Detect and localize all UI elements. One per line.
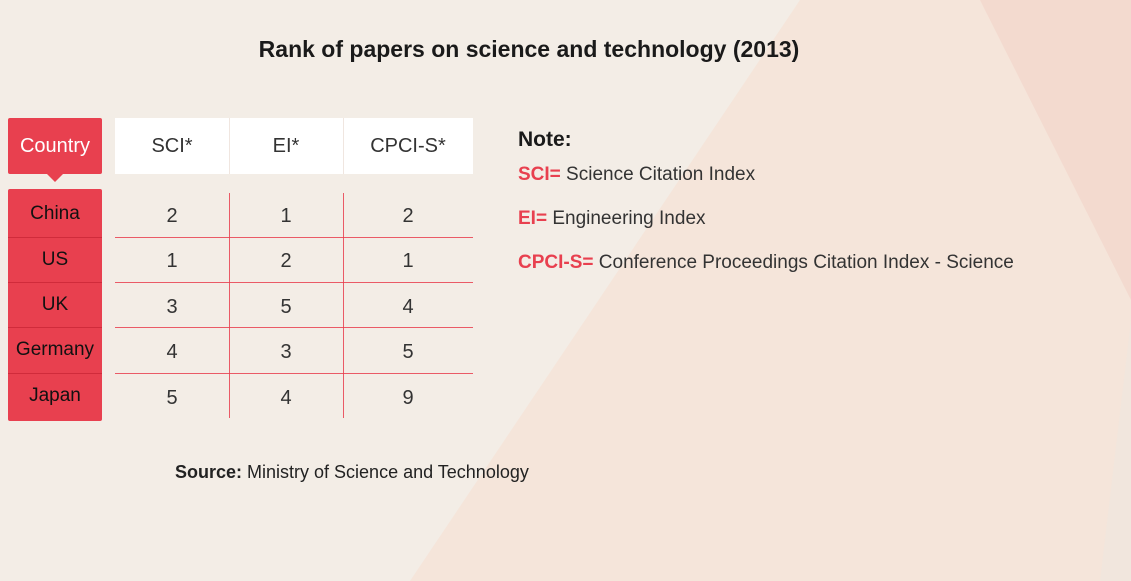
grid-line-horizontal <box>115 282 473 283</box>
country-label: China <box>30 203 80 224</box>
header-sci: SCI* <box>151 134 193 157</box>
row-separator <box>8 327 102 328</box>
note-key: EI= <box>518 208 548 229</box>
note-item-cpci-s: CPCI-S= Conference Proceedings Citation … <box>518 252 1014 296</box>
note-title: Note: <box>518 128 572 151</box>
source-line: Source: Ministry of Science and Technolo… <box>175 462 529 483</box>
country-label: Japan <box>29 385 81 406</box>
country-label: Germany <box>15 339 95 360</box>
cell-value: 5 <box>166 386 178 409</box>
grid-line-vertical <box>343 193 344 418</box>
grid-line-vertical <box>229 193 230 418</box>
grid-line-horizontal <box>115 373 473 374</box>
note-text: Science Citation Index <box>560 164 756 185</box>
country-label: UK <box>41 294 69 315</box>
cell-value: 1 <box>402 249 414 272</box>
header-pointer <box>46 173 64 182</box>
note-key: CPCI-S= <box>518 252 594 273</box>
cell-value: 4 <box>166 340 178 363</box>
cell-value: 4 <box>402 295 414 318</box>
source-label: Source: <box>175 462 243 482</box>
note-item-sci: SCI= Science Citation Index <box>518 164 1014 208</box>
header-divider <box>229 118 230 174</box>
row-separator <box>8 237 102 238</box>
cell-value: 5 <box>402 340 414 363</box>
note-item-ei: EI= Engineering Index <box>518 208 1014 252</box>
row-separator <box>8 282 102 283</box>
rank-table: Country SCI* EI* CPCI-S* China US UK Ger… <box>8 118 478 428</box>
source-text: Ministry of Science and Technology <box>242 462 529 482</box>
cell-value: 3 <box>166 295 178 318</box>
note-key: SCI= <box>518 164 561 185</box>
note-text: Conference Proceedings Citation Index - … <box>593 252 1014 273</box>
note-text: Engineering Index <box>547 208 706 229</box>
cell-value: 5 <box>280 295 292 318</box>
grid-line-horizontal <box>115 327 473 328</box>
cell-value: 4 <box>280 386 292 409</box>
header-cpci-s: CPCI-S* <box>370 134 446 157</box>
cell-value: 3 <box>280 340 292 363</box>
row-separator <box>8 373 102 374</box>
header-country: Country <box>8 118 102 174</box>
cell-value: 2 <box>166 204 178 227</box>
cell-value: 1 <box>166 249 178 272</box>
chart-title: Rank of papers on science and technology… <box>258 36 800 62</box>
country-column: China US UK Germany Japan <box>8 189 102 421</box>
note-panel: Note: SCI= Science Citation Index EI= En… <box>518 128 1014 296</box>
cell-value: 2 <box>280 249 292 272</box>
grid-line-horizontal <box>115 237 473 238</box>
country-label: US <box>41 249 69 270</box>
header-row <box>115 118 473 174</box>
header-divider <box>343 118 344 174</box>
cell-value: 2 <box>402 204 414 227</box>
header-ei: EI* <box>272 134 300 157</box>
cell-value: 1 <box>280 204 292 227</box>
cell-value: 9 <box>402 386 414 409</box>
